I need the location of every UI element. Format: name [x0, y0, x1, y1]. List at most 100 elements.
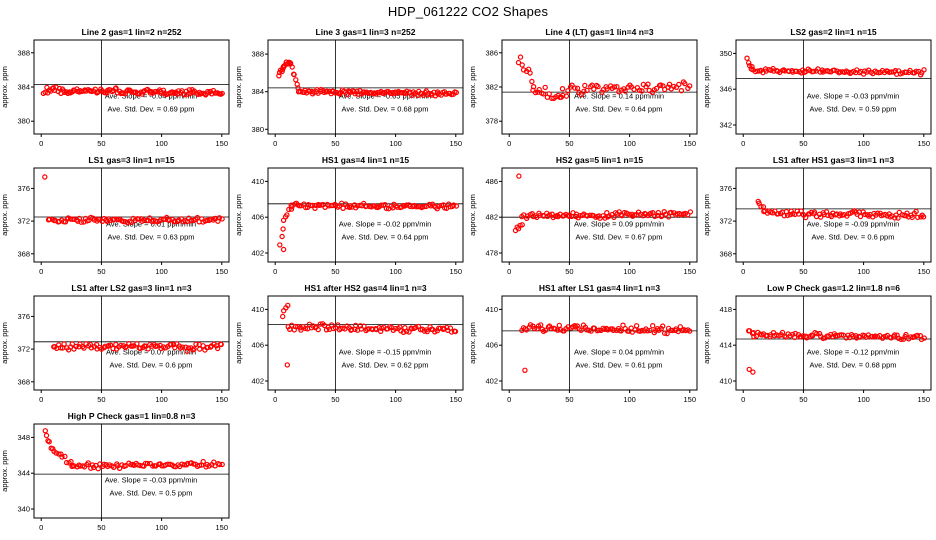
x-tick-label: 50: [331, 139, 339, 148]
x-tick-label: 100: [623, 139, 636, 148]
x-tick-label: 0: [273, 395, 277, 404]
subplot-title: Low P Check gas=1.2 lin=1.8 n=6: [767, 283, 900, 293]
x-tick-label: 0: [741, 139, 745, 148]
subplot-title: HS1 gas=4 lin=1 n=15: [322, 155, 409, 165]
stddev-annotation: Ave. Std. Dev. = 0.6 ppm: [812, 232, 895, 241]
chart-svg-9: 0 50 100 150 368 372 376 LS1 after LS2 gas=3 li…: [0, 283, 230, 404]
subplot-cell-10: 0 50 100 150 402 406 410 HS1 after HS2 gas=4 li…: [234, 282, 468, 410]
x-tick-label: 0: [39, 139, 43, 148]
plot-frame: [735, 167, 932, 263]
x-tick-label: 0: [741, 267, 745, 276]
x-tick-label: 150: [216, 139, 229, 148]
x-tick-label: 150: [450, 267, 463, 276]
x-tick-label: 50: [565, 139, 573, 148]
x-tick-label: 100: [623, 267, 636, 276]
y-tick-label: 380: [251, 125, 264, 134]
y-tick-label: 376: [17, 184, 30, 193]
subplot-cell-3: 0 50 100 150 378 382 386 Line 4 (LT) gas=1 lin=…: [468, 26, 702, 154]
subplot-cell-5: 0 50 100 150 368 372 376 LS1 gas=3 lin=1 n=15 ap…: [0, 154, 234, 282]
plot-frame: [735, 39, 932, 135]
subplot-title: LS1 gas=3 lin=1 n=15: [88, 155, 175, 165]
x-tick-label: 50: [799, 395, 807, 404]
x-tick-label: 50: [331, 267, 339, 276]
x-tick-label: 100: [857, 139, 870, 148]
y-tick-label: 386: [485, 48, 498, 57]
y-tick-label: 372: [17, 345, 30, 354]
x-tick-label: 100: [155, 395, 168, 404]
y-tick-label: 344: [17, 469, 30, 478]
plot-frame: [501, 295, 698, 391]
x-tick-label: 100: [155, 523, 168, 532]
y-tick-label: 368: [17, 377, 30, 386]
chart-svg-3: 0 50 100 150 378 382 386 Line 4 (LT) gas=1 lin=…: [468, 27, 698, 148]
x-tick-label: 0: [507, 395, 511, 404]
chart-svg-6: 0 50 100 150 402 406 410 HS1 gas=4 lin=1 n=15 ap…: [234, 155, 464, 276]
slope-annotation: Ave. Slope = -0.09 ppm/min: [807, 219, 900, 228]
y-axis-label: approx. ppm: [234, 194, 243, 236]
data-points: [277, 200, 460, 253]
plot-frame: [33, 295, 230, 391]
x-tick-label: 150: [684, 267, 697, 276]
subplot-title: Line 4 (LT) gas=1 lin=4 n=3: [545, 27, 654, 37]
y-tick-label: 486: [485, 177, 498, 186]
y-tick-label: 388: [251, 50, 264, 59]
y-axis-label: approx. ppm: [702, 322, 711, 364]
y-tick-label: 418: [719, 305, 732, 314]
stddev-annotation: Ave. Std. Dev. = 0.68 ppm: [341, 104, 428, 113]
y-tick-label: 340: [17, 505, 30, 514]
x-tick-label: 0: [273, 139, 277, 148]
x-tick-label: 150: [918, 395, 931, 404]
slope-annotation: Ave. Slope = 0.07 ppm/min: [106, 347, 196, 356]
x-tick-label: 0: [741, 395, 745, 404]
y-tick-label: 368: [719, 249, 732, 258]
chart-svg-13: 0 50 100 150 340 344 348 High P Check gas=1 lin…: [0, 411, 230, 532]
subplot-title: LS1 after HS1 gas=3 lin=1 n=3: [773, 155, 894, 165]
x-tick-label: 100: [857, 395, 870, 404]
y-tick-label: 402: [251, 249, 264, 258]
subplot-title: Line 3 gas=1 lin=3 n=252: [316, 27, 416, 37]
data-points: [746, 328, 927, 375]
stddev-annotation: Ave. Std. Dev. = 0.69 ppm: [107, 104, 194, 113]
chart-svg-4: 0 50 100 150 342 346 350 LS2 gas=2 lin=1 n=15 ap…: [702, 27, 932, 148]
subplot-title: HS2 gas=5 lin=1 n=15: [556, 155, 643, 165]
data-points: [276, 59, 459, 99]
data-points: [280, 302, 459, 368]
y-axis-label: approx. ppm: [468, 66, 477, 108]
plot-frame: [267, 295, 464, 391]
plot-frame: [267, 167, 464, 263]
chart-svg-7: 0 50 100 150 478 482 486 HS2 gas=5 lin=1 n=15 ap…: [468, 155, 698, 276]
y-tick-label: 410: [485, 305, 498, 314]
x-tick-label: 0: [39, 267, 43, 276]
y-axis-label: approx. ppm: [702, 194, 711, 236]
slope-annotation: Ave. Slope = -0.02 ppm/min: [339, 219, 432, 228]
x-tick-label: 0: [273, 267, 277, 276]
y-tick-label: 388: [17, 48, 30, 57]
y-axis-label: approx. ppm: [0, 194, 9, 236]
x-tick-label: 0: [507, 267, 511, 276]
x-tick-label: 50: [97, 139, 105, 148]
x-tick-label: 100: [389, 267, 402, 276]
y-tick-label: 406: [485, 341, 498, 350]
slope-annotation: Ave. Slope = -0.03 ppm/min: [807, 91, 900, 100]
x-tick-label: 150: [450, 395, 463, 404]
y-tick-label: 410: [251, 305, 264, 314]
stddev-annotation: Ave. Std. Dev. = 0.64 ppm: [341, 232, 428, 241]
x-tick-label: 150: [918, 139, 931, 148]
x-tick-label: 150: [918, 267, 931, 276]
x-tick-label: 150: [216, 523, 229, 532]
y-axis-label: approx. ppm: [0, 450, 9, 492]
y-tick-label: 350: [719, 49, 732, 58]
chart-svg-5: 0 50 100 150 368 372 376 LS1 gas=3 lin=1 n=15 ap…: [0, 155, 230, 276]
y-axis-label: approx. ppm: [468, 322, 477, 364]
y-tick-label: 380: [17, 117, 30, 126]
x-tick-label: 150: [216, 395, 229, 404]
y-tick-label: 376: [17, 312, 30, 321]
data-points: [51, 341, 224, 354]
subplot-cell-11: 0 50 100 150 402 406 410 HS1 after LS1 gas=4 li…: [468, 282, 702, 410]
x-tick-label: 150: [216, 267, 229, 276]
y-tick-label: 372: [719, 217, 732, 226]
y-axis-label: approx. ppm: [0, 322, 9, 364]
chart-svg-12: 0 50 100 150 410 414 418 Low P Check gas=1.2 li…: [702, 283, 932, 404]
x-tick-label: 50: [97, 523, 105, 532]
y-tick-label: 378: [485, 117, 498, 126]
